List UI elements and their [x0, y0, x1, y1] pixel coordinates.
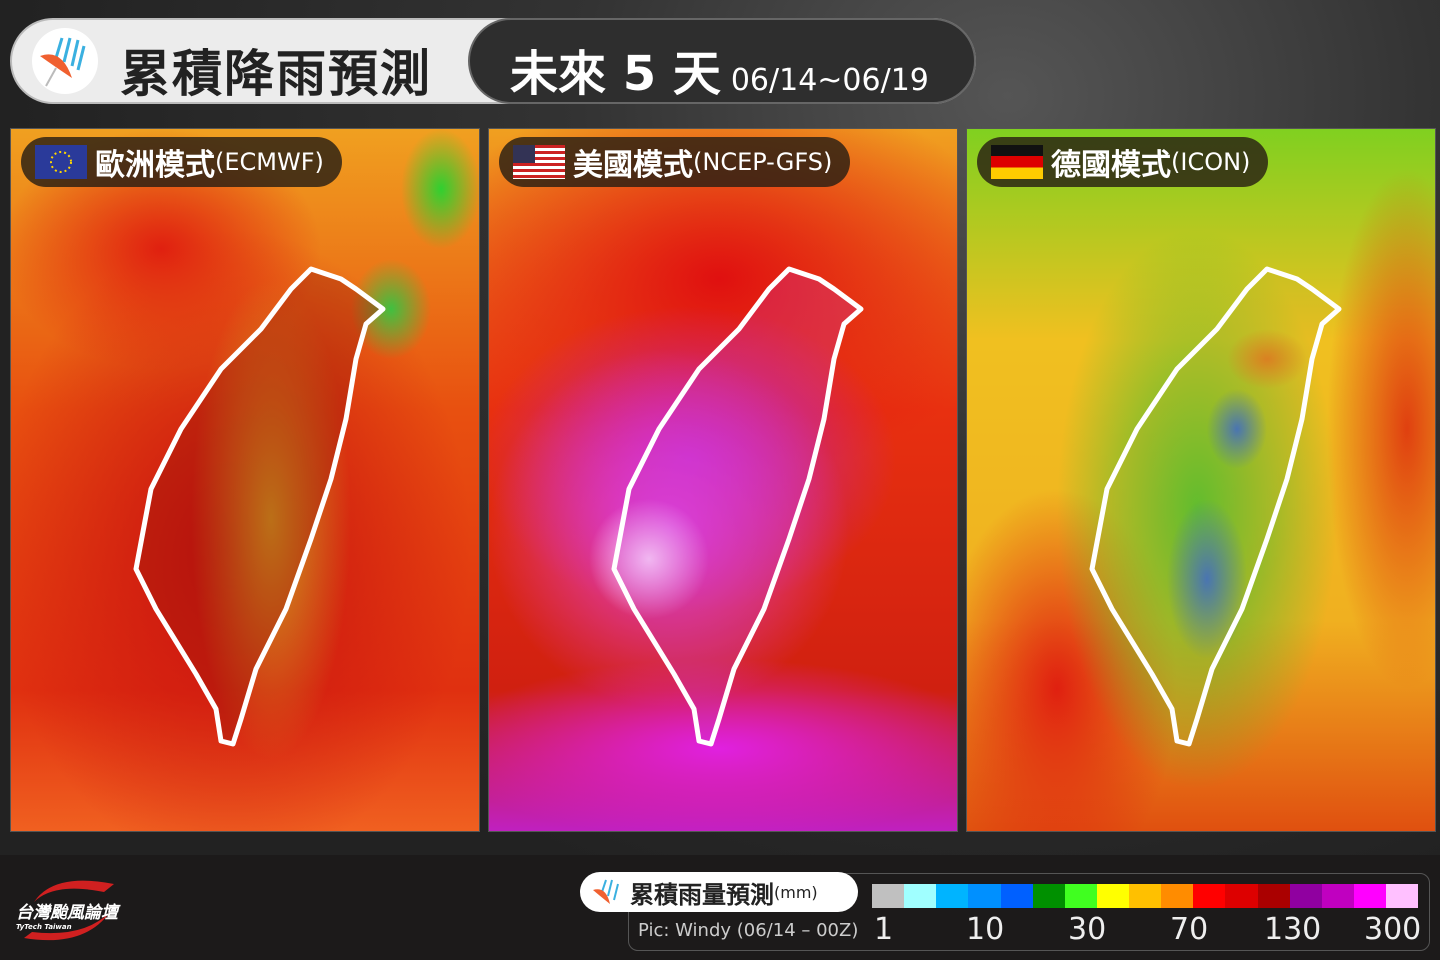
scale-tick: 130: [1264, 912, 1322, 947]
gfs-map-panel: 美國模式 (NCEP-GFS): [488, 128, 958, 832]
color-swatch: [1353, 884, 1386, 908]
legend: [628, 873, 1430, 951]
model-code: (ECMWF): [215, 148, 324, 176]
taiwan-outline: [133, 266, 386, 747]
eu-flag-icon: [35, 145, 87, 179]
color-swatch: [936, 884, 969, 908]
taiwan-outline: [1089, 266, 1342, 747]
period-label: 未來 5 天: [510, 46, 721, 102]
brand-name: 台灣颱風論壇: [16, 903, 118, 923]
scale-tick: 1: [874, 912, 894, 947]
color-swatch: [1129, 884, 1162, 908]
color-swatch: [1096, 884, 1129, 908]
color-swatch: [968, 884, 1001, 908]
color-swatch: [1225, 884, 1258, 908]
brand-swoosh-icon: [24, 880, 114, 941]
color-swatch: [1064, 884, 1097, 908]
scale-tick: 300: [1364, 912, 1422, 947]
title-banner: 累積降雨預測 未來 5 天 06/14~06/19: [10, 18, 976, 104]
color-swatch: [872, 884, 905, 908]
ecmwf-map-panel: 歐洲模式 (ECMWF): [10, 128, 480, 832]
umbrella-rain-icon: [593, 879, 619, 904]
page-title: 累積降雨預測: [120, 45, 432, 103]
color-swatch: [1000, 884, 1033, 908]
model-badge: 歐洲模式 (ECMWF): [21, 137, 342, 187]
color-swatch: [1386, 884, 1419, 908]
brand-logo: 台灣颱風論壇 TyTech Taiwan: [16, 898, 118, 931]
color-swatch: [1161, 884, 1194, 908]
color-swatch: [1193, 884, 1226, 908]
color-swatch: [1257, 884, 1290, 908]
model-code: (NCEP-GFS): [693, 148, 833, 176]
legend-title: 累積雨量預測 (mm): [580, 872, 858, 912]
model-badge: 美國模式 (NCEP-GFS): [499, 137, 851, 187]
model-name: 美國模式: [573, 148, 693, 183]
us-flag-icon: [513, 145, 565, 179]
period-pill: 未來 5 天 06/14~06/19: [468, 18, 976, 104]
model-name: 歐洲模式: [95, 148, 215, 183]
legend-source: Pic: Windy (06/14 – 00Z): [638, 920, 859, 941]
color-swatch: [1032, 884, 1065, 908]
scale-tick: 10: [966, 912, 1005, 947]
color-swatch: [1289, 884, 1322, 908]
icon-map-panel: 德國模式 (ICON): [966, 128, 1436, 832]
taiwan-outline: [611, 266, 864, 747]
model-badge: 德國模式 (ICON): [977, 137, 1269, 187]
umbrella-rain-icon: [32, 28, 98, 94]
model-name: 德國模式: [1051, 148, 1171, 183]
legend-title-text: 累積雨量預測: [630, 880, 774, 909]
color-swatch: [904, 884, 937, 908]
color-scale-bar: [872, 884, 1419, 908]
scale-tick: 30: [1068, 912, 1107, 947]
legend-unit: (mm): [774, 882, 818, 902]
scale-tick: 70: [1170, 912, 1209, 947]
color-swatch: [1321, 884, 1354, 908]
brand-sub: TyTech Taiwan: [16, 923, 72, 931]
germany-flag-icon: [991, 145, 1043, 179]
model-code: (ICON): [1171, 148, 1251, 176]
date-range: 06/14~06/19: [730, 63, 929, 98]
